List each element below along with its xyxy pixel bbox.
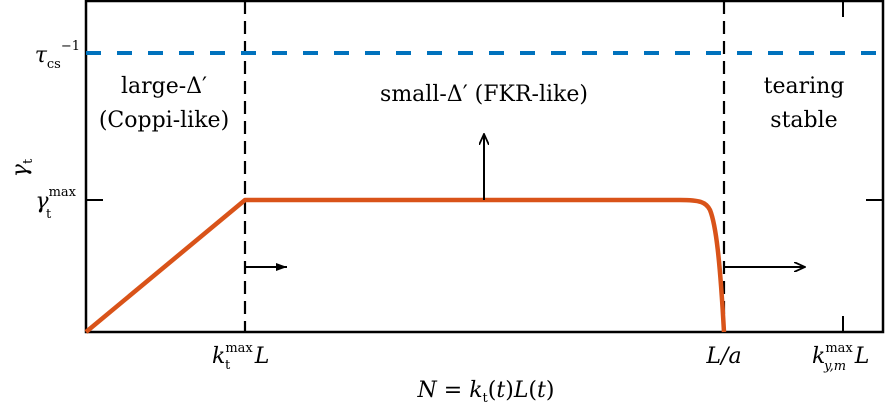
xtick-label-kt-max: kmaxL xyxy=(212,341,269,369)
xtick-label-ky-sub: y,m xyxy=(823,359,846,374)
region-left-line2: (Coppi-like) xyxy=(99,108,229,133)
region-right-line1: tearing xyxy=(764,74,845,99)
region-left-line1: large-Δ′ xyxy=(121,74,207,99)
plot-frame xyxy=(84,0,885,334)
ytick-label-tau: τcs−1 xyxy=(35,39,80,72)
region-right-line2: stable xyxy=(770,108,837,133)
region-middle: small-Δ′ (FKR-like) xyxy=(380,82,588,107)
x-axis-label: N = kt(t)L(t) xyxy=(417,378,555,406)
ytick-label-gamma-sub: t xyxy=(46,207,52,222)
svg-text:γt: γt xyxy=(8,158,36,177)
ylabel-main: γ xyxy=(8,163,33,177)
xtick-label-kt-sub: t xyxy=(225,358,231,373)
ylabel-sub: t xyxy=(21,158,36,164)
growth-rate-curve xyxy=(84,197,727,334)
y-axis-label: γt xyxy=(8,158,36,177)
xtick-label-L-over-a: L/a xyxy=(705,344,741,369)
xtick-label-ky-max: kmaxL xyxy=(812,341,869,369)
ytick-label-gamma-max: γmax xyxy=(35,185,76,214)
